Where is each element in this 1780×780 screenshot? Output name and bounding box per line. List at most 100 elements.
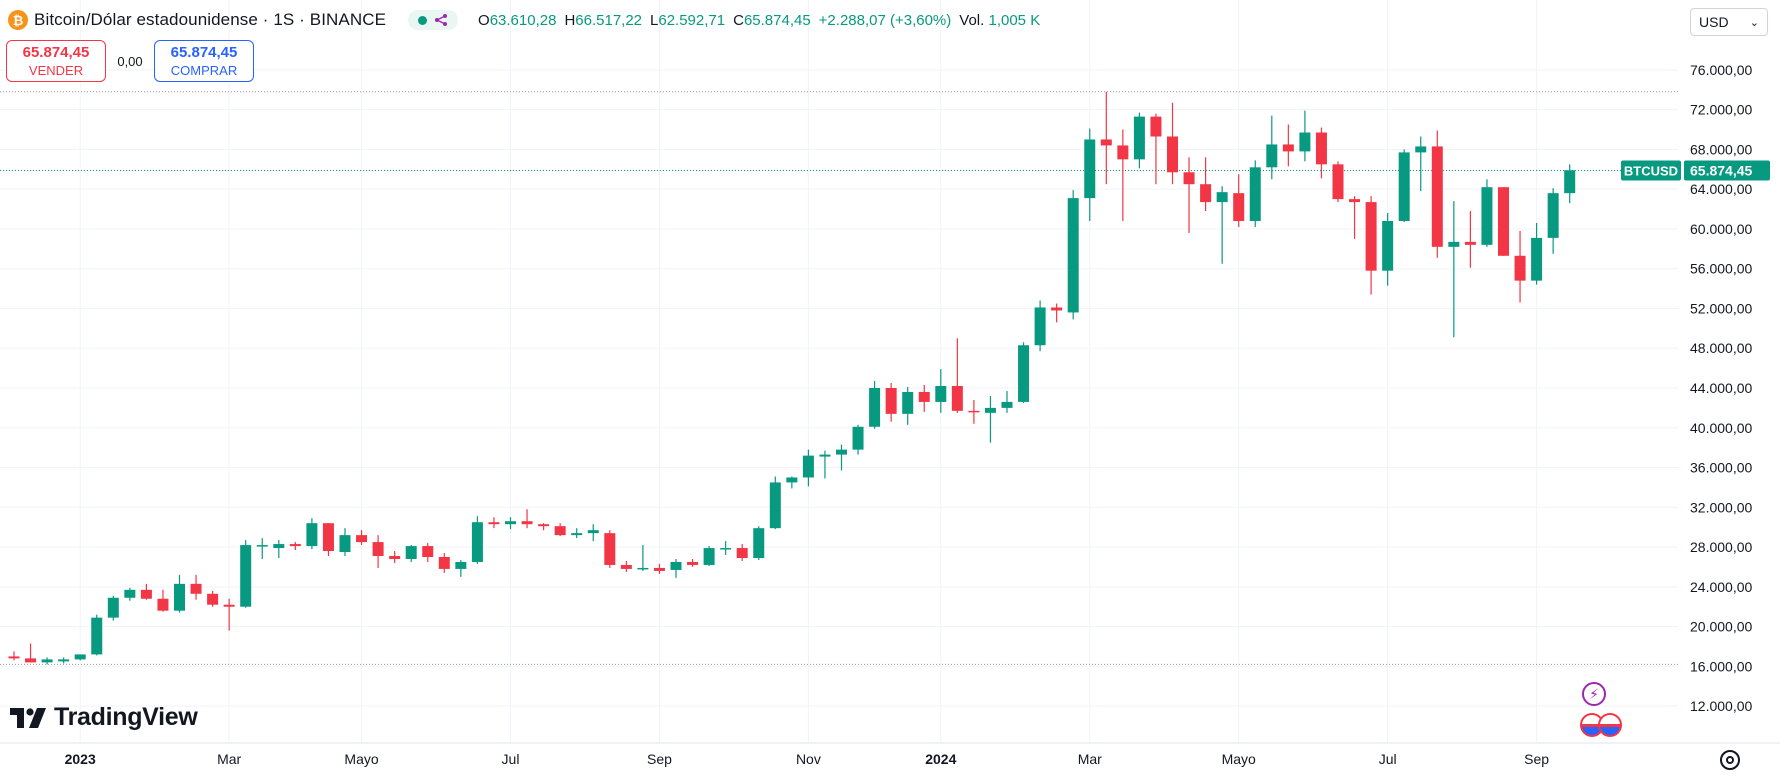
- candle: [289, 542, 301, 551]
- candle: [1117, 129, 1129, 221]
- candle: [256, 538, 268, 559]
- settings-gear-icon[interactable]: [1720, 750, 1740, 770]
- symbol-tag-bg: [1621, 160, 1681, 181]
- ohlc-low: L62.592,71: [650, 11, 726, 29]
- trade-panel: 65.874,45 VENDER 0,00 65.874,45 COMPRAR: [6, 40, 254, 82]
- candle: [1299, 110, 1311, 162]
- candle-body: [1216, 192, 1228, 203]
- y-tick-label: 16.000,00: [1690, 658, 1752, 674]
- candle: [819, 450, 831, 479]
- currency-select[interactable]: USD ⌄: [1690, 8, 1768, 36]
- candle: [1531, 222, 1543, 285]
- us-flag-icon: [1598, 713, 1622, 737]
- x-tick-label: Nov: [796, 751, 821, 767]
- events-flags[interactable]: [1580, 713, 1622, 737]
- candle-body: [753, 528, 765, 558]
- candle-body: [736, 548, 748, 558]
- candle-body: [1200, 184, 1212, 203]
- candle: [140, 583, 152, 600]
- candle-body: [653, 567, 665, 571]
- x-tick-label: Jul: [1379, 751, 1397, 767]
- candle: [984, 395, 996, 443]
- candle-body: [1564, 170, 1576, 194]
- candle: [1067, 190, 1079, 320]
- candle-body: [1315, 132, 1327, 165]
- lightning-icon[interactable]: ⚡: [1582, 682, 1606, 706]
- candle: [1018, 342, 1030, 403]
- candle: [306, 518, 318, 550]
- sell-button[interactable]: 65.874,45 VENDER: [6, 40, 106, 82]
- candle-body: [769, 482, 781, 529]
- candle: [91, 614, 103, 656]
- candle-body: [438, 557, 450, 569]
- candle: [223, 598, 235, 631]
- candle: [1481, 179, 1493, 247]
- candle-body: [1034, 307, 1046, 346]
- candle-body: [1349, 199, 1361, 203]
- buy-button[interactable]: 65.874,45 COMPRAR: [154, 40, 254, 82]
- y-tick-label: 28.000,00: [1690, 539, 1752, 555]
- candle-body: [802, 455, 814, 478]
- candle: [1431, 130, 1443, 258]
- candle: [41, 657, 53, 665]
- candle-body: [670, 561, 682, 570]
- candle-body: [471, 522, 483, 562]
- candle: [157, 589, 169, 612]
- candle: [571, 528, 583, 539]
- candle-body: [1266, 144, 1278, 168]
- candle-body: [1299, 132, 1311, 152]
- candle: [58, 657, 70, 664]
- candle: [1150, 113, 1162, 185]
- ohlc-readout: O63.610,28 H66.517,22 L62.592,71 C65.874…: [478, 12, 1040, 29]
- y-tick-label: 76.000,00: [1690, 62, 1752, 78]
- candle-body: [1448, 241, 1460, 247]
- y-tick-label: 36.000,00: [1690, 460, 1752, 476]
- candle: [438, 553, 450, 573]
- candle: [1233, 174, 1245, 227]
- candle-body: [256, 545, 268, 547]
- candle: [1282, 124, 1294, 167]
- candle-body: [356, 535, 368, 543]
- last-price-tags: BTCUSD 65.874,45: [1621, 160, 1770, 181]
- candle: [587, 524, 599, 542]
- candle: [1365, 196, 1377, 295]
- x-tick-label: 2024: [925, 751, 956, 767]
- candle-body: [604, 533, 616, 565]
- candle-body: [190, 583, 202, 594]
- candle: [505, 517, 516, 530]
- candle: [405, 545, 417, 562]
- candle: [670, 558, 682, 578]
- candle-body: [1481, 187, 1493, 245]
- candle-body: [538, 524, 550, 527]
- logo-text: TradingView: [54, 703, 198, 731]
- x-tick-label: Mar: [1078, 751, 1102, 767]
- y-tick-label: 24.000,00: [1690, 579, 1752, 595]
- candle: [1266, 115, 1278, 180]
- tradingview-logo[interactable]: TradingView: [10, 703, 198, 732]
- sell-label: VENDER: [28, 63, 84, 78]
- candle-body: [74, 654, 86, 660]
- symbol-title[interactable]: Bitcoin/Dólar estadounidense · 1S · BINA…: [34, 10, 387, 29]
- candle-body: [687, 561, 699, 565]
- x-tick-label: Mayo: [1222, 751, 1256, 767]
- candle: [8, 651, 20, 661]
- candle-body: [968, 410, 980, 413]
- x-tick-label: Mayo: [344, 751, 378, 767]
- candle-body: [703, 548, 715, 565]
- candle: [753, 526, 765, 560]
- candle-body: [935, 386, 947, 402]
- candle: [1564, 164, 1576, 204]
- candle-body: [488, 522, 500, 525]
- ohlc-change: +2.288,07 (+3,60%): [818, 11, 952, 29]
- indicator-toggle[interactable]: [408, 10, 459, 30]
- candle-body: [422, 546, 434, 557]
- candle-body: [174, 583, 185, 611]
- candle-body: [1464, 241, 1476, 245]
- candle-body: [58, 659, 70, 662]
- candle-body: [322, 523, 334, 552]
- candle-body: [1133, 116, 1145, 160]
- candle-body: [620, 564, 632, 569]
- candle: [786, 476, 798, 489]
